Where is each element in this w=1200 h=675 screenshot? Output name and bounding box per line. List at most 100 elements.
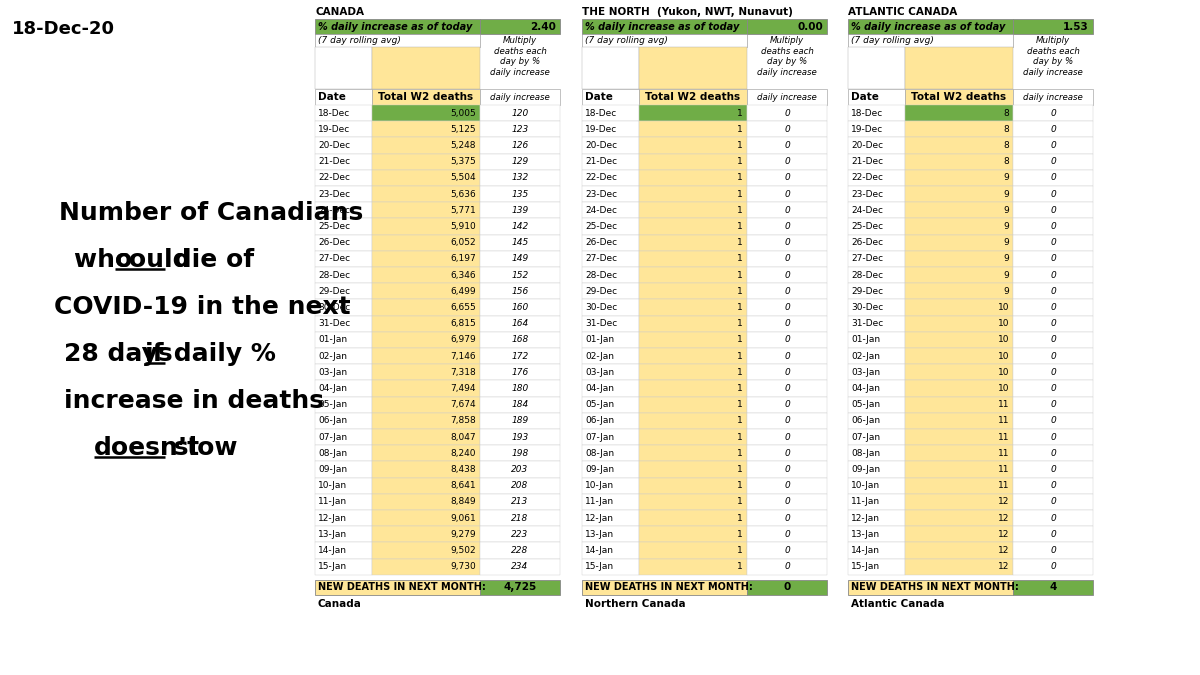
Bar (480, 284, 560, 300)
Text: 30-Dec: 30-Dec (851, 303, 883, 312)
Text: 1: 1 (737, 190, 743, 198)
Bar (582, 543, 640, 559)
Bar (480, 219, 560, 235)
Bar (582, 526, 640, 543)
Bar (582, 559, 640, 575)
Text: 0: 0 (1050, 254, 1056, 263)
Text: 0: 0 (1050, 384, 1056, 393)
Bar (372, 202, 480, 219)
Text: 14-Jan: 14-Jan (586, 546, 614, 555)
Bar (314, 316, 372, 332)
Bar (848, 122, 905, 138)
Text: 132: 132 (511, 173, 529, 182)
Bar (640, 122, 746, 138)
Bar (480, 122, 560, 138)
Bar (848, 105, 905, 122)
Text: 184: 184 (511, 400, 529, 409)
Text: 5,504: 5,504 (450, 173, 476, 182)
Text: Multiply
deaths each
day by %
daily increase: Multiply deaths each day by % daily incr… (757, 36, 817, 77)
Bar (314, 154, 372, 170)
Bar (640, 154, 746, 170)
Text: 01-Jan: 01-Jan (318, 335, 347, 344)
Bar (372, 300, 480, 316)
Bar (372, 332, 480, 348)
Bar (640, 510, 746, 526)
Bar (480, 364, 560, 381)
Bar (746, 316, 827, 332)
Bar (582, 105, 640, 122)
Bar (1013, 348, 1093, 364)
Text: 9: 9 (1003, 206, 1009, 215)
Text: 18-Dec: 18-Dec (851, 109, 883, 117)
Bar (746, 543, 827, 559)
Bar (480, 186, 560, 202)
Bar (746, 510, 827, 526)
Bar (372, 510, 480, 526)
Text: 0: 0 (1050, 433, 1056, 441)
Bar (640, 559, 746, 575)
Text: 0: 0 (784, 303, 790, 312)
Bar (905, 413, 1013, 429)
Bar (314, 105, 372, 122)
Text: 126: 126 (511, 141, 529, 150)
Text: 1: 1 (737, 238, 743, 247)
Text: 1: 1 (737, 433, 743, 441)
Bar (746, 332, 827, 348)
Text: 152: 152 (511, 271, 529, 279)
Bar (640, 348, 746, 364)
Text: CANADA: CANADA (314, 7, 364, 17)
Bar (905, 105, 1013, 122)
Text: Multiply
deaths each
day by %
daily increase: Multiply deaths each day by % daily incr… (1024, 36, 1082, 77)
Bar (582, 47, 640, 89)
Text: 8,849: 8,849 (450, 497, 476, 506)
Text: Date: Date (586, 92, 613, 102)
Bar (1013, 105, 1093, 122)
Text: 164: 164 (511, 319, 529, 328)
Text: 08-Jan: 08-Jan (318, 449, 347, 458)
Text: 29-Dec: 29-Dec (851, 287, 883, 296)
Bar (480, 235, 560, 251)
Text: 09-Jan: 09-Jan (318, 465, 347, 474)
Text: 9: 9 (1003, 190, 1009, 198)
Text: 0: 0 (1050, 514, 1056, 522)
Bar (1013, 510, 1093, 526)
Text: 218: 218 (511, 514, 529, 522)
Text: 1: 1 (737, 530, 743, 539)
Text: 6,655: 6,655 (450, 303, 476, 312)
Bar (1013, 494, 1093, 510)
Bar (640, 89, 746, 105)
Text: 11: 11 (997, 416, 1009, 425)
Bar (640, 446, 746, 462)
Bar (746, 284, 827, 300)
Bar (480, 105, 560, 122)
Bar (372, 559, 480, 575)
Text: 0: 0 (784, 368, 790, 377)
Bar (848, 510, 905, 526)
Bar (746, 235, 827, 251)
Bar (746, 381, 827, 397)
Bar (314, 300, 372, 316)
Text: 0: 0 (1050, 335, 1056, 344)
Text: 10-Jan: 10-Jan (318, 481, 347, 490)
Text: 1: 1 (737, 287, 743, 296)
Bar (848, 580, 1013, 595)
Bar (746, 446, 827, 462)
Bar (746, 348, 827, 364)
Bar (905, 381, 1013, 397)
Text: % daily increase as of today: % daily increase as of today (851, 22, 1006, 32)
Bar (746, 397, 827, 413)
Text: 21-Dec: 21-Dec (851, 157, 883, 166)
Bar (1013, 332, 1093, 348)
Text: 0: 0 (1050, 271, 1056, 279)
Bar (314, 526, 372, 543)
Text: 01-Jan: 01-Jan (586, 335, 614, 344)
Bar (372, 235, 480, 251)
Bar (905, 526, 1013, 543)
Text: 0: 0 (1050, 157, 1056, 166)
Bar (905, 122, 1013, 138)
Text: 10: 10 (997, 368, 1009, 377)
Bar (480, 494, 560, 510)
Bar (746, 300, 827, 316)
Text: 0: 0 (1050, 530, 1056, 539)
Text: 13-Jan: 13-Jan (318, 530, 347, 539)
